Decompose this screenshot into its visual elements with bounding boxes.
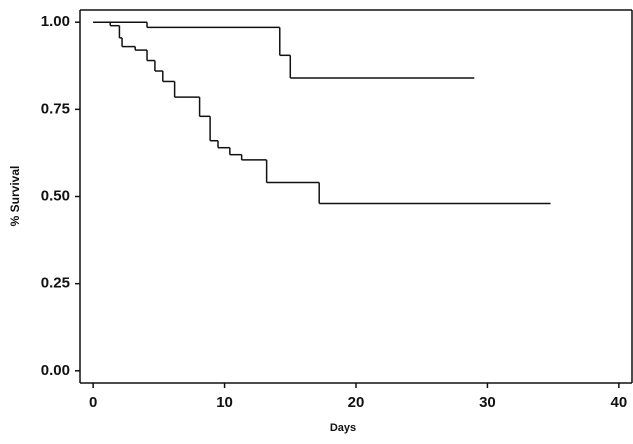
y-tick-label: 1.00: [41, 13, 70, 30]
x-tick-label: 10: [216, 394, 233, 411]
y-tick-label: 0.50: [41, 187, 70, 204]
x-tick-label: 40: [611, 394, 628, 411]
x-tick-label: 20: [348, 394, 365, 411]
y-tick-label: 0.00: [41, 362, 70, 379]
x-tick-label: 30: [479, 394, 496, 411]
y-tick-label: 0.75: [41, 100, 70, 117]
y-axis-label: % Survival: [8, 166, 22, 227]
y-tick-label: 0.25: [41, 275, 70, 292]
x-tick-label: 0: [89, 394, 97, 411]
x-axis-label: Days: [330, 422, 356, 434]
